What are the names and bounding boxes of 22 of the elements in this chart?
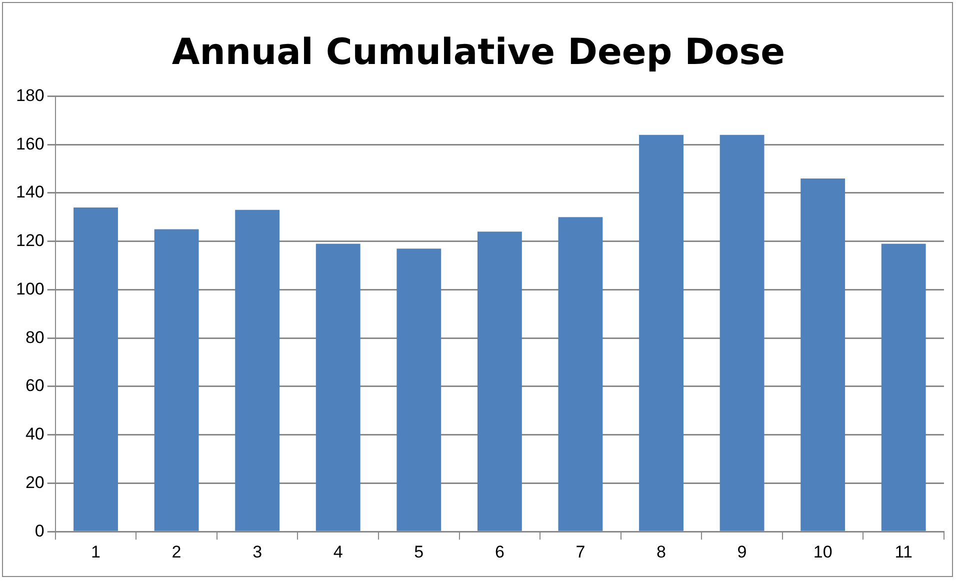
x-tick-label: 7 <box>576 542 586 562</box>
x-tick-label: 9 <box>737 542 747 562</box>
y-tick-label: 20 <box>25 472 44 492</box>
y-tick-label: 120 <box>16 231 44 250</box>
x-tick-label: 5 <box>414 542 424 562</box>
y-tick-label: 140 <box>16 182 44 202</box>
x-tick-label: 10 <box>813 542 832 562</box>
y-tick-label: 180 <box>16 86 44 105</box>
x-tick-label: 2 <box>172 542 182 562</box>
x-tick-label: 4 <box>333 542 343 562</box>
x-tick-label: 8 <box>656 542 666 562</box>
y-tick-label: 160 <box>16 134 44 154</box>
y-tick-label: 60 <box>25 376 44 396</box>
x-tick-label: 11 <box>894 542 912 562</box>
x-tick-label: 6 <box>494 542 504 562</box>
y-tick-label: 80 <box>25 328 44 347</box>
x-tick-label: 3 <box>252 542 262 562</box>
x-tick-label: 1 <box>91 542 100 562</box>
y-tick-label: 40 <box>25 424 44 444</box>
y-tick-label: 100 <box>16 279 44 298</box>
chart-title: Annual Cumulative Deep Dose <box>172 32 786 73</box>
y-tick-label: 0 <box>34 521 44 540</box>
